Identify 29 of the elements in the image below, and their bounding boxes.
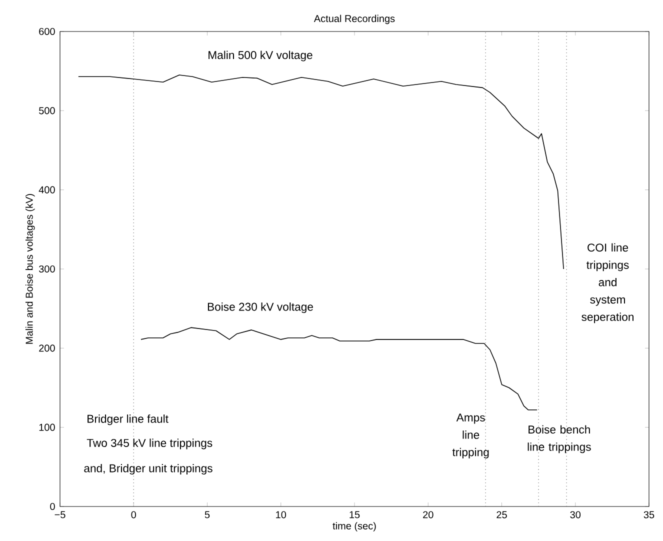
annotation: Amps line tripping: [452, 414, 489, 458]
y-tick-label: 600: [39, 28, 55, 36]
x-tick-label: 5: [204, 511, 210, 518]
series-label: Malin 500 kV voltage: [208, 50, 312, 62]
x-tick-label: 0: [131, 511, 136, 518]
x-tick-label: 30: [570, 511, 581, 518]
y-tick-label: 300: [38, 265, 55, 273]
x-tick-label: 10: [276, 511, 286, 518]
series-label: Boise 230 kV voltage: [208, 302, 313, 314]
y-tick-label: 500: [39, 107, 55, 114]
annotation: Boise bench line trippings: [528, 425, 591, 454]
x-axis-title: time (sec): [332, 522, 376, 532]
line-series: [140, 327, 538, 410]
annotation: and, Bridger unit trippings: [84, 464, 212, 475]
y-axis-title: Malin and Boise bus voltages (kV): [25, 194, 35, 344]
chart-title: Actual Recordings: [314, 14, 395, 24]
line-series: [78, 74, 564, 270]
x-tick-label: 15: [350, 511, 360, 518]
y-tick-label: 100: [39, 424, 55, 431]
annotation: Two 345 kV line trippings: [86, 438, 212, 450]
x-tick-label: 25: [496, 511, 507, 518]
y-tick-label: 200: [39, 344, 55, 352]
x-tick-label: −5: [54, 511, 66, 518]
y-tick-label: 400: [38, 186, 55, 194]
annotation: Bridger line fault: [88, 414, 168, 426]
x-tick-label: 35: [644, 511, 654, 518]
x-tick-label: 20: [423, 511, 434, 518]
annotation: COI line trippings and system seperation: [582, 243, 634, 324]
y-tick-label: 0: [50, 502, 55, 510]
